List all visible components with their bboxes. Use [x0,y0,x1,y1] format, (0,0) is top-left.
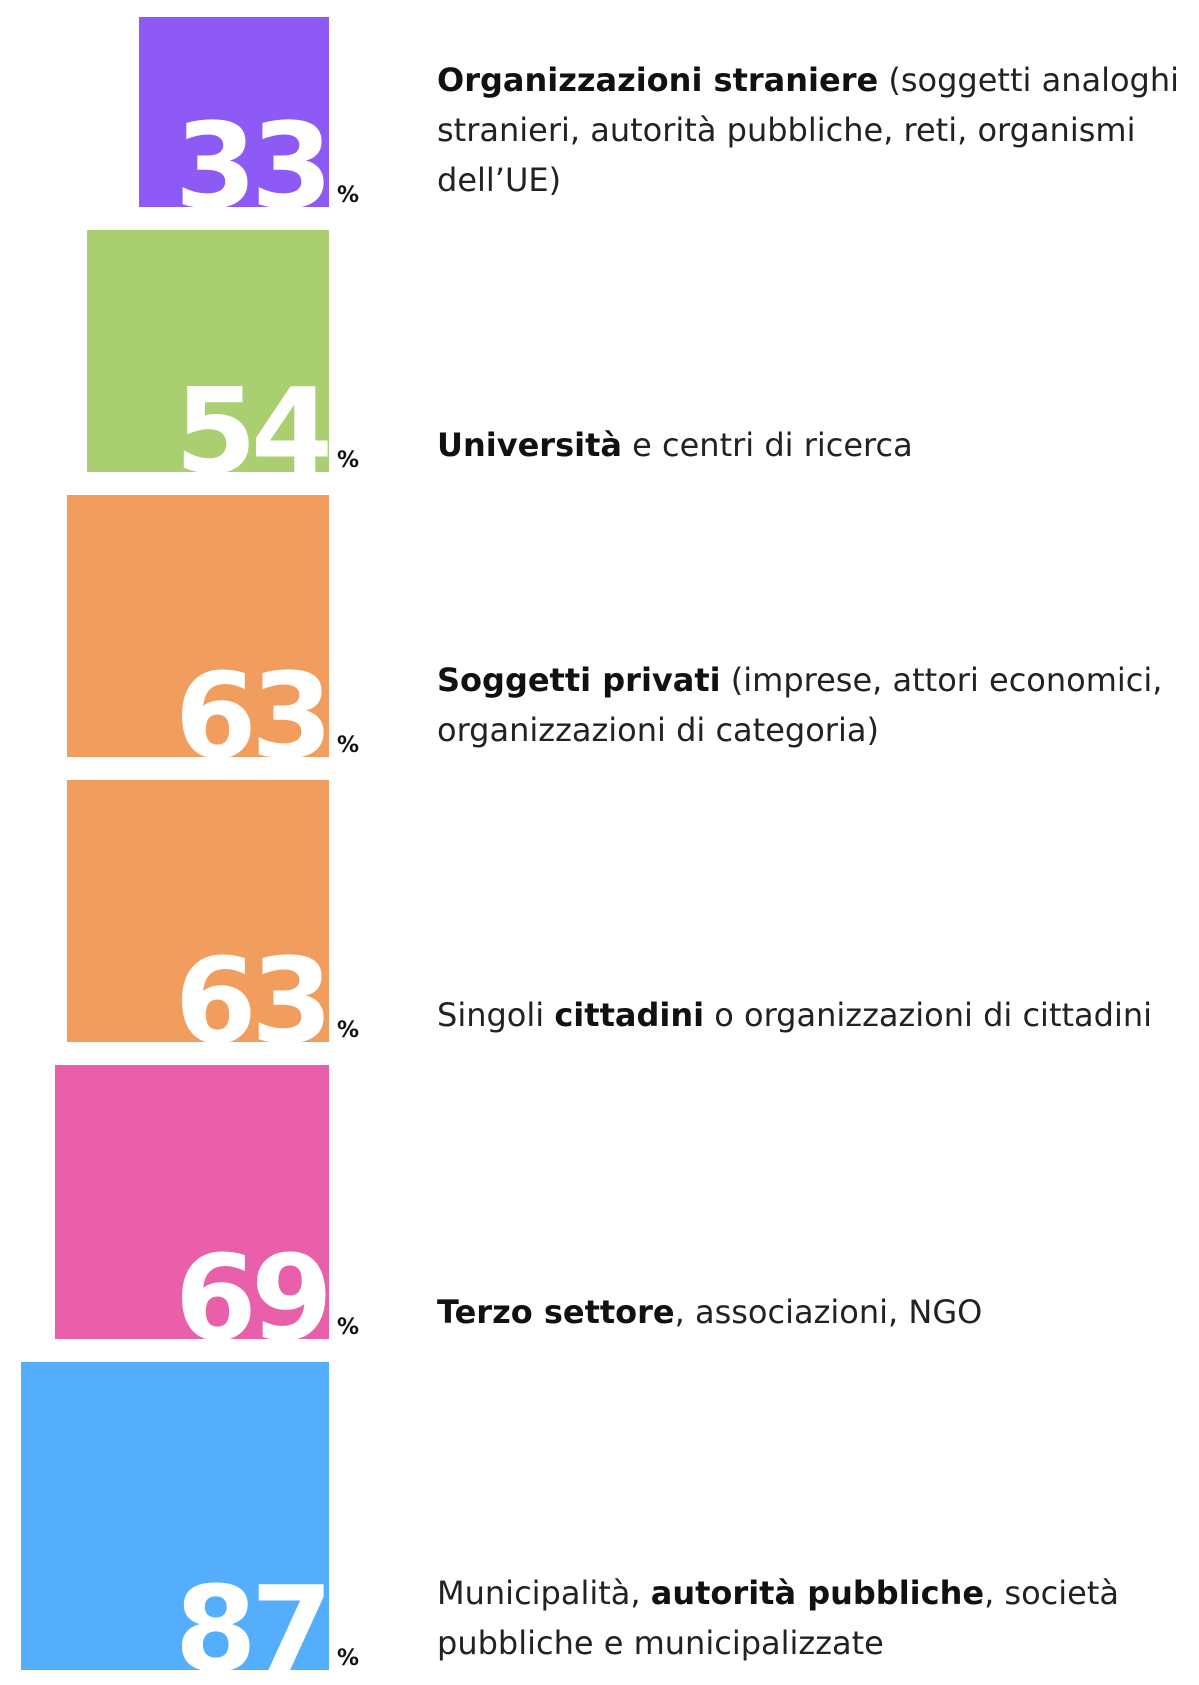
category-label: Università e centri di ricerca [437,420,1187,470]
label-text: Municipalità, [437,1573,651,1612]
value-label: 69 [174,1229,329,1340]
percent-sign: % [337,1017,360,1043]
percent-sign: % [337,182,360,208]
value-label: 54 [174,362,329,473]
square: 33 [139,17,329,207]
label-bold: Soggetti privati [437,661,721,699]
label-text: (imprese, attori economici, organizzazio… [437,661,1163,749]
label-text: (soggetti analoghi stranieri, autorità p… [437,60,1180,199]
category-label: Singoli cittadini o organizzazioni di ci… [437,990,1187,1040]
category-label: Municipalità, autorità pubbliche, societ… [437,1568,1187,1668]
label-bold: Università [437,426,622,465]
label-bold: Terzo settore [437,1293,675,1332]
label-bold: Organizzazioni straniere [437,60,879,99]
value-label: 33 [174,96,329,207]
label-text: e centri di ricerca [621,426,913,465]
value-label: 63 [174,931,329,1042]
square: 63 [67,779,329,1042]
value-label: 87 [174,1559,329,1670]
square: 54 [86,229,329,473]
value-label: 63 [174,646,329,757]
label-bold: autorità pubbliche [650,1573,985,1612]
square: 63 [67,495,329,757]
label-text: Singoli [437,995,555,1034]
percent-sign: % [337,448,360,474]
category-label: Soggetti privati (imprese, attori econom… [437,655,1187,755]
label-bold: cittadini [554,995,705,1034]
square: 69 [54,1064,329,1340]
category-label: Terzo settore, associazioni, NGO [437,1287,1187,1337]
label-text: , società pubbliche e municipalizzate [437,1573,1119,1662]
label-text: o organizzazioni di cittadini [704,995,1153,1034]
percent-sign: % [337,732,360,758]
label-text: , associazioni, NGO [674,1293,983,1332]
square: 87 [21,1362,329,1670]
percent-sign: % [337,1315,360,1341]
category-label: Organizzazioni straniere (soggetti analo… [437,55,1187,205]
percent-sign: % [337,1645,360,1671]
